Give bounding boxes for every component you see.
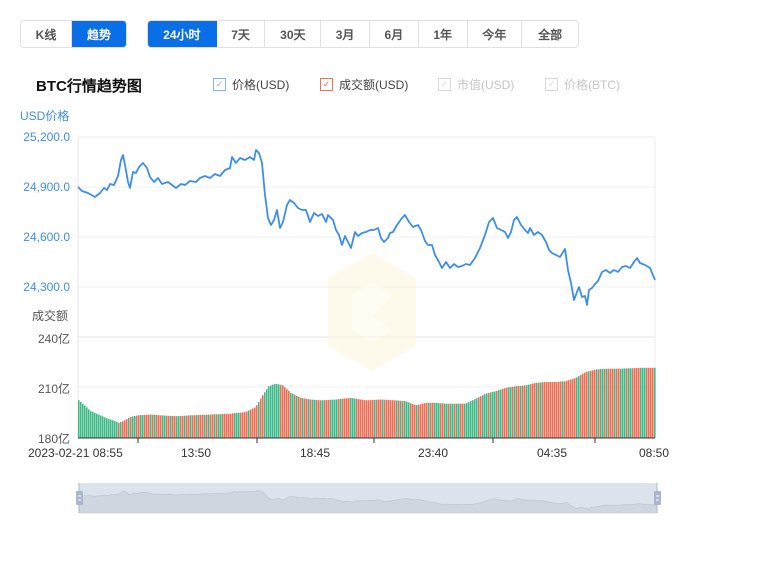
time-tick: 08:50: [639, 446, 670, 460]
volume-tick: 240亿: [37, 332, 70, 346]
range-navigator[interactable]: [76, 483, 661, 514]
tab-ytd[interactable]: 今年: [468, 21, 523, 47]
price-tick: 24,600.0: [23, 230, 70, 244]
time-tick: 04:35: [537, 446, 568, 460]
tab-30d[interactable]: 30天: [265, 21, 322, 47]
x-axis: [78, 437, 655, 443]
volume-tick: 180亿: [37, 432, 70, 446]
time-tick: 13:50: [181, 446, 212, 460]
legend-marketcap-usd[interactable]: ✓ 市值(USD): [438, 76, 514, 93]
tab-1y[interactable]: 1年: [419, 21, 468, 47]
navigator-right-handle[interactable]: [654, 491, 661, 505]
time-tick: 23:40: [418, 446, 449, 460]
volume-axis-title: 成交额: [32, 309, 69, 323]
chart-title: BTC行情趋势图: [36, 78, 142, 95]
checkmark-icon: ✓: [545, 78, 558, 91]
legend-label: 价格(USD): [232, 78, 290, 92]
grid: [77, 136, 656, 438]
tab-7d[interactable]: 7天: [217, 21, 266, 47]
time-tick: 18:45: [300, 446, 331, 460]
price-tick: 24,300.0: [23, 280, 70, 294]
legend-label: 成交额(USD): [339, 78, 409, 92]
legend-label: 价格(BTC): [564, 78, 620, 92]
price-tick: 24,900.0: [23, 180, 70, 194]
legend-label: 市值(USD): [457, 78, 515, 92]
tab-kline[interactable]: K线: [21, 21, 73, 47]
volume-tick: 210亿: [37, 382, 70, 396]
price-line: [77, 149, 656, 306]
tab-6m[interactable]: 6月: [370, 21, 419, 47]
time-tick: 2023-02-21 08:55: [28, 446, 123, 460]
range-tabs: 24小时 7天 30天 3月 6月 1年 今年 全部: [147, 20, 579, 48]
checkmark-icon: ✓: [213, 78, 226, 91]
checkmark-icon: ✓: [320, 78, 333, 91]
mode-tabs: K线 趋势: [20, 20, 127, 48]
legend-price-btc[interactable]: ✓ 价格(BTC): [545, 76, 620, 93]
legend-volume-usd[interactable]: ✓ 成交额(USD): [320, 76, 408, 93]
legend-price-usd[interactable]: ✓ 价格(USD): [213, 76, 289, 93]
watermark-logo-icon: [328, 253, 416, 371]
volume-bars: [78, 367, 656, 438]
tab-trend[interactable]: 趋势: [72, 21, 126, 47]
tab-24h[interactable]: 24小时: [148, 21, 217, 47]
price-tick: 25,200.0: [23, 130, 70, 144]
price-axis-title: USD价格: [20, 109, 70, 123]
navigator-left-handle[interactable]: [76, 491, 83, 505]
checkmark-icon: ✓: [438, 78, 451, 91]
tab-all[interactable]: 全部: [538, 27, 563, 42]
tab-3m[interactable]: 3月: [321, 21, 370, 47]
